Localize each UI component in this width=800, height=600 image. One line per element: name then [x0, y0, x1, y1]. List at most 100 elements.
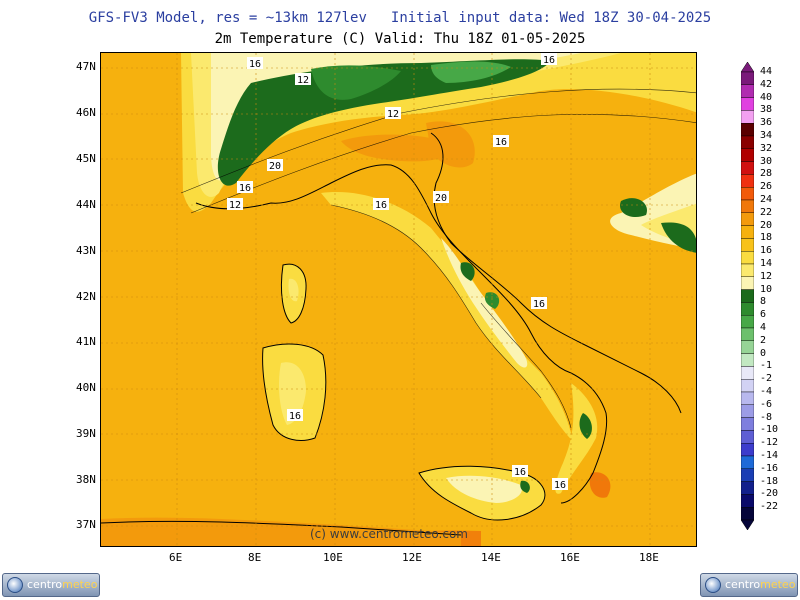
colorbar-swatch — [740, 340, 755, 354]
globe-icon — [705, 577, 721, 593]
model-name: GFS-FV3 Model, res = ~13km 127lev — [88, 10, 367, 26]
colorbar-swatch — [740, 174, 755, 188]
watermark: (c) www.centrometeo.com — [310, 527, 468, 541]
colorbar-tick-label: 24 — [760, 194, 773, 205]
lon-label: 16E — [560, 551, 580, 564]
colorbar-swatch — [740, 71, 755, 86]
colorbar — [740, 61, 755, 536]
colorbar-tick-label: 8 — [760, 296, 767, 308]
lon-label: 12E — [402, 551, 422, 564]
colorbar-tick-label: 44 — [760, 66, 773, 77]
colorbar-swatch — [740, 391, 755, 406]
colorbar-swatch — [740, 455, 755, 470]
colorbar-tick-label: -10 — [760, 424, 779, 436]
colorbar-swatch — [740, 302, 755, 316]
lat-label: 41N — [76, 335, 96, 348]
colorbar-tick-label: 36 — [760, 117, 773, 129]
colorbar-swatch — [740, 314, 755, 329]
colorbar-swatch — [740, 276, 755, 290]
lat-label: 47N — [76, 60, 96, 73]
centrometeo-logo-left[interactable]: centrometeo — [2, 573, 100, 597]
lon-label: 10E — [323, 551, 343, 564]
colorbar-swatch — [740, 481, 755, 495]
colorbar-tick-label: 12 — [760, 270, 773, 282]
contour-label: 16 — [531, 297, 547, 310]
lat-label: 42N — [76, 290, 96, 303]
colorbar-tick-label: 10 — [760, 283, 773, 295]
colorbar-tick-label: 38 — [760, 104, 773, 116]
colorbar-swatch — [740, 148, 755, 162]
colorbar-tick-label: 6 — [760, 309, 767, 321]
colorbar-swatch — [740, 366, 755, 380]
colorbar-swatch — [740, 417, 755, 431]
colorbar-swatch — [740, 327, 755, 342]
colorbar-tick-label: 16 — [760, 245, 773, 257]
colorbar-swatch — [740, 468, 755, 482]
colorbar-tick-label: -6 — [760, 398, 773, 410]
lat-label: 38N — [76, 473, 96, 486]
colorbar-tick-label: -8 — [760, 411, 773, 423]
lat-label: 45N — [76, 152, 96, 165]
colorbar-swatch — [740, 353, 755, 367]
contour-label: 12 — [227, 198, 243, 211]
contour-label: 16 — [552, 478, 568, 491]
colorbar-swatch — [740, 212, 755, 226]
lon-label: 8E — [248, 551, 262, 564]
svg-text:16: 16 — [375, 200, 387, 211]
colorbar-swatch — [740, 186, 755, 201]
colorbar-swatch — [740, 225, 755, 239]
colorbar-tick-label: 2 — [760, 334, 767, 346]
colorbar-tick-label: 32 — [760, 142, 773, 154]
colorbar-tick-label: -18 — [760, 475, 779, 487]
colorbar-tick-label: 22 — [760, 206, 773, 218]
lat-label: 37N — [76, 518, 96, 531]
svg-text:16: 16 — [543, 55, 555, 66]
svg-text:20: 20 — [435, 193, 447, 204]
svg-text:16: 16 — [289, 411, 301, 422]
colorbar-tick-label: 18 — [760, 232, 773, 244]
contour-label: 20 — [433, 191, 449, 204]
colorbar-swatch — [740, 135, 755, 150]
colorbar-tick-label: 14 — [760, 258, 773, 269]
colorbar-arrow-bottom — [740, 519, 755, 531]
colorbar-tick-label: 40 — [760, 91, 773, 103]
colorbar-tick-label: 34 — [760, 130, 773, 141]
temperature-map: 16 12 12 16 20 16 12 16 20 16 16 16 16 1… — [100, 52, 697, 547]
colorbar-tick-label: -16 — [760, 462, 779, 474]
colorbar-tick-label: 42 — [760, 78, 773, 90]
svg-text:16: 16 — [239, 183, 251, 194]
colorbar-swatch — [740, 289, 755, 303]
colorbar-tick-label: -22 — [760, 501, 779, 513]
contour-label: 12 — [385, 107, 401, 120]
colorbar-swatch — [740, 97, 755, 111]
contour-label: 16 — [287, 409, 303, 422]
colorbar-arrow-top — [740, 61, 755, 73]
colorbar-tick-label: -14 — [760, 450, 779, 461]
lat-label: 40N — [76, 381, 96, 394]
globe-icon — [7, 577, 23, 593]
colorbar-swatch — [740, 123, 755, 137]
colorbar-swatch — [740, 84, 755, 98]
colorbar-tick-label: -4 — [760, 386, 773, 397]
svg-text:16: 16 — [249, 59, 261, 70]
colorbar-swatch — [740, 161, 755, 175]
colorbar-tick-label: -2 — [760, 373, 773, 385]
colorbar-swatch — [740, 263, 755, 278]
contour-label: 16 — [237, 181, 253, 194]
centrometeo-logo-right[interactable]: centrometeo — [700, 573, 798, 597]
colorbar-tick-label: 4 — [760, 322, 767, 333]
contour-label: 16 — [493, 135, 509, 148]
contour-label: 16 — [247, 57, 263, 70]
colorbar-swatch — [740, 494, 755, 508]
colorbar-tick-label: -20 — [760, 488, 779, 500]
svg-text:12: 12 — [387, 109, 399, 120]
svg-text:12: 12 — [229, 200, 241, 211]
contour-label: 16 — [373, 198, 389, 211]
colorbar-tick-label: 0 — [760, 347, 767, 359]
colorbar-swatch — [740, 404, 755, 418]
colorbar-swatch — [740, 250, 755, 265]
lat-label: 39N — [76, 427, 96, 440]
svg-text:16: 16 — [514, 467, 526, 478]
colorbar-tick-label: -1 — [760, 360, 773, 372]
lat-label: 44N — [76, 198, 96, 211]
